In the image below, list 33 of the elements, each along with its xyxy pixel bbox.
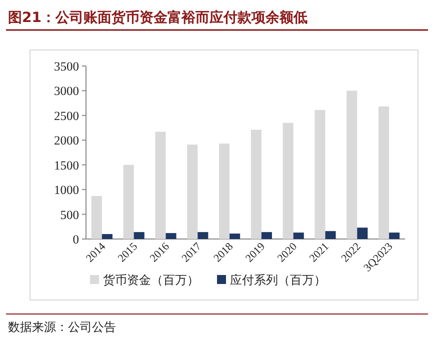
bar (198, 232, 208, 239)
bar (282, 122, 294, 239)
y-tick-label: 2500 (54, 108, 79, 123)
bar (261, 232, 272, 239)
bar (357, 228, 368, 239)
bar (378, 106, 390, 239)
bar (230, 234, 240, 239)
bar (134, 232, 144, 239)
bar (389, 232, 400, 239)
bar (155, 132, 166, 239)
legend-label: 应付系列（百万） (230, 273, 326, 287)
x-tick-label: 2021 (307, 240, 332, 265)
chart-title: 图21：公司账面货币资金富裕而应付款项余额低 (8, 9, 308, 26)
bar (91, 196, 102, 239)
bar (123, 164, 134, 239)
bar (102, 234, 112, 239)
y-tick-label: 0 (72, 232, 79, 246)
y-tick-label: 3000 (54, 84, 79, 98)
bar (250, 130, 262, 239)
y-tick-label: 1000 (54, 183, 79, 198)
bar (187, 144, 198, 239)
bar (293, 232, 304, 239)
bar (346, 90, 358, 239)
y-tick-label: 1500 (54, 158, 79, 172)
y-tick-label: 2000 (54, 134, 79, 148)
bar (314, 110, 326, 239)
legend-label: 货币资金（百万） (103, 273, 199, 287)
source-note: 数据来源：公司公告 (8, 320, 116, 334)
bar (166, 233, 176, 239)
bar (325, 231, 336, 239)
y-tick-label: 3500 (54, 60, 79, 74)
bar (219, 144, 230, 239)
y-tick-label: 500 (60, 208, 79, 222)
